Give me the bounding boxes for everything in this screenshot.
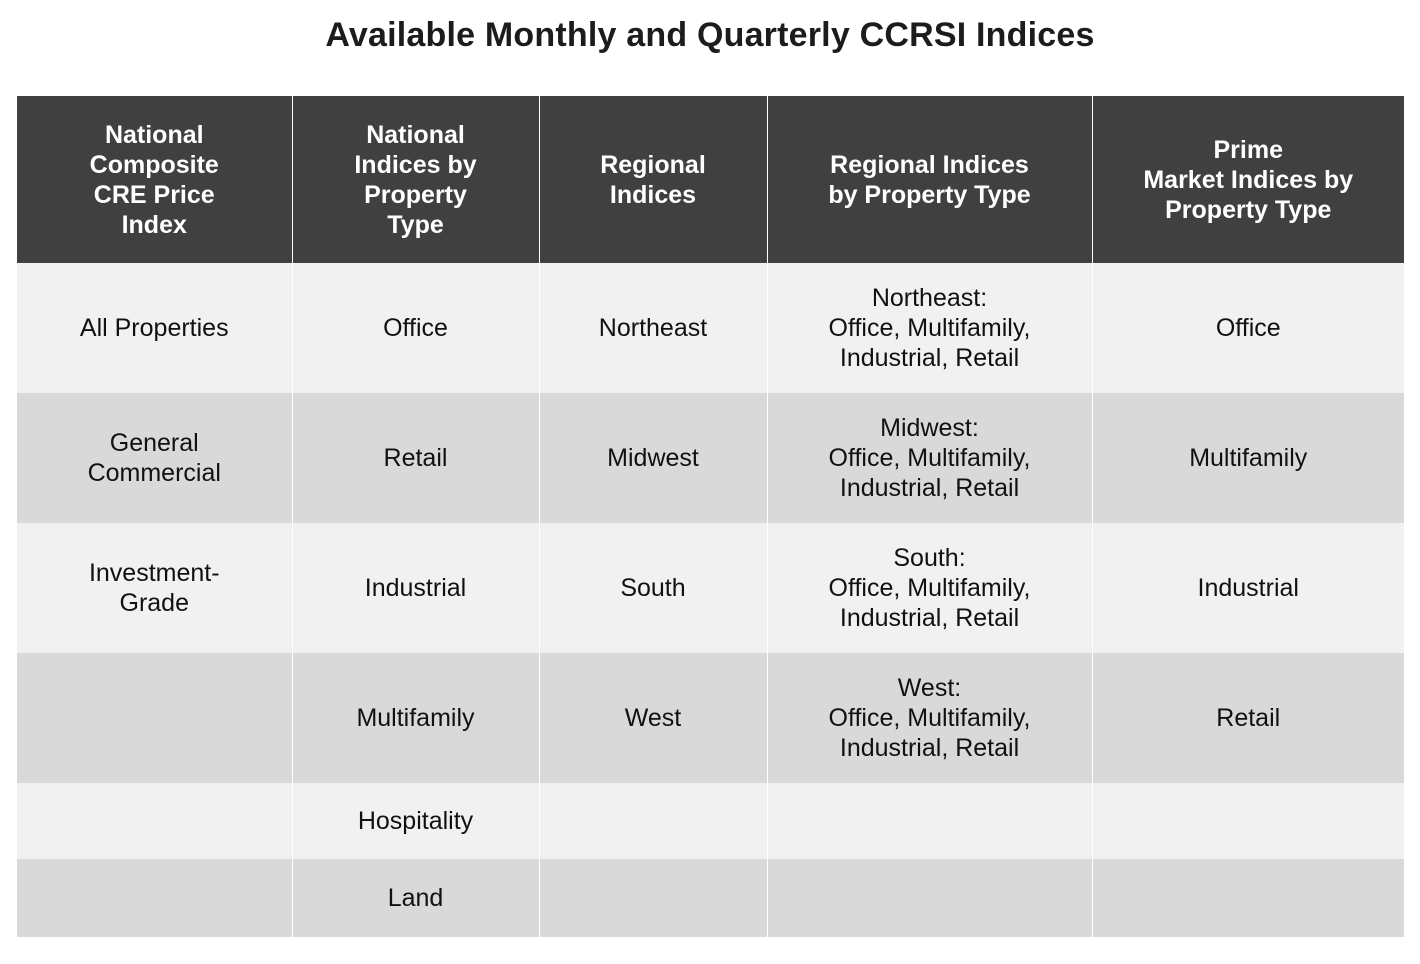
header-regional-indices: Regional Indices — [538, 96, 767, 263]
table-cell: Northeast: Office, Multifamily, Industri… — [766, 263, 1092, 393]
table-cell — [17, 783, 292, 859]
table-cell — [538, 859, 767, 937]
table-cell: Industrial — [1091, 523, 1404, 653]
table-row: Land — [17, 859, 1404, 937]
table-cell: West — [538, 653, 767, 783]
table-cell — [1091, 783, 1404, 859]
table-cell: Multifamily — [1091, 393, 1404, 523]
table-row: General Commercial Retail Midwest Midwes… — [17, 393, 1404, 523]
table-row: Multifamily West West: Office, Multifami… — [17, 653, 1404, 783]
table-row: Investment- Grade Industrial South South… — [17, 523, 1404, 653]
table-cell: Office — [1091, 263, 1404, 393]
table-cell: Investment- Grade — [17, 523, 292, 653]
table-cell: Retail — [291, 393, 539, 523]
table-cell: Midwest: Office, Multifamily, Industrial… — [766, 393, 1092, 523]
table-cell — [766, 783, 1092, 859]
header-national-by-property-type: National Indices by Property Type — [291, 96, 539, 263]
table-cell: Hospitality — [291, 783, 539, 859]
indices-table: National Composite CRE Price Index Natio… — [17, 96, 1404, 937]
table-row: All Properties Office Northeast Northeas… — [17, 263, 1404, 393]
table-cell: Land — [291, 859, 539, 937]
table-cell — [17, 859, 292, 937]
header-row: National Composite CRE Price Index Natio… — [17, 96, 1404, 263]
table-cell: Multifamily — [291, 653, 539, 783]
table-cell — [1091, 859, 1404, 937]
table-cell: All Properties — [17, 263, 292, 393]
table-cell: West: Office, Multifamily, Industrial, R… — [766, 653, 1092, 783]
table-cell — [766, 859, 1092, 937]
table-cell: Retail — [1091, 653, 1404, 783]
table-cell — [17, 653, 292, 783]
table-cell: Northeast — [538, 263, 767, 393]
table-cell: Office — [291, 263, 539, 393]
table-cell: South — [538, 523, 767, 653]
table-cell: South: Office, Multifamily, Industrial, … — [766, 523, 1092, 653]
table-cell — [538, 783, 767, 859]
header-prime-market-by-property-type: Prime Market Indices by Property Type — [1091, 96, 1404, 263]
table-cell: Midwest — [538, 393, 767, 523]
page-title: Available Monthly and Quarterly CCRSI In… — [325, 16, 1095, 54]
table-row: Hospitality — [17, 783, 1404, 859]
table-cell: General Commercial — [17, 393, 292, 523]
header-regional-by-property-type: Regional Indices by Property Type — [766, 96, 1092, 263]
table-cell: Industrial — [291, 523, 539, 653]
header-national-composite: National Composite CRE Price Index — [17, 96, 292, 263]
